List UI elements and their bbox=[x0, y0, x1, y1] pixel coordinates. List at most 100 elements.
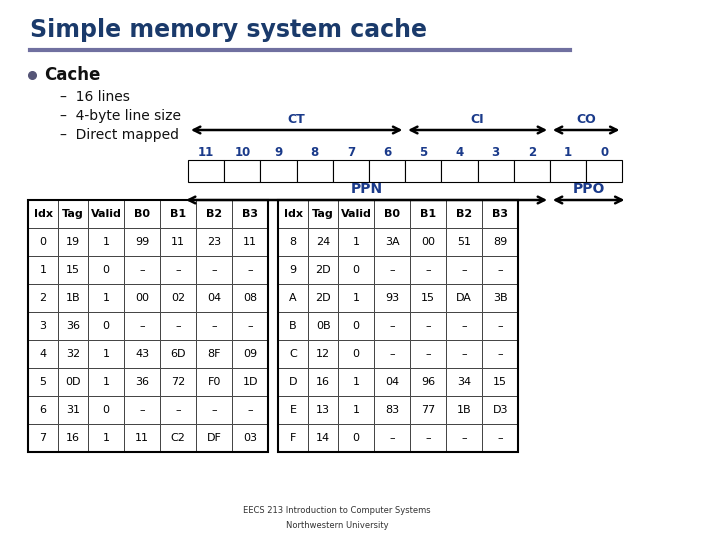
Bar bbox=[338, 284, 374, 312]
Text: Tag: Tag bbox=[62, 209, 84, 219]
Bar bbox=[124, 200, 160, 228]
Text: DA: DA bbox=[456, 293, 472, 303]
Bar bbox=[232, 312, 268, 340]
Text: 8: 8 bbox=[289, 237, 297, 247]
Bar bbox=[446, 424, 482, 452]
Bar bbox=[28, 228, 58, 256]
Text: 03: 03 bbox=[243, 433, 257, 443]
Text: 3: 3 bbox=[40, 321, 47, 331]
Text: 11: 11 bbox=[135, 433, 149, 443]
Text: 9: 9 bbox=[274, 145, 283, 159]
Text: 15: 15 bbox=[421, 293, 435, 303]
Bar bbox=[28, 368, 58, 396]
Text: A: A bbox=[289, 293, 297, 303]
Text: 6: 6 bbox=[40, 405, 47, 415]
Bar bbox=[278, 340, 308, 368]
Bar bbox=[196, 396, 232, 424]
Text: 33: 33 bbox=[688, 503, 707, 517]
Bar bbox=[586, 160, 622, 182]
Bar bbox=[196, 228, 232, 256]
Bar bbox=[160, 424, 196, 452]
Text: 6: 6 bbox=[383, 145, 391, 159]
Text: 77: 77 bbox=[421, 405, 436, 415]
Text: –: – bbox=[248, 405, 253, 415]
Text: –: – bbox=[462, 349, 467, 359]
Text: 8: 8 bbox=[310, 145, 319, 159]
Text: –: – bbox=[175, 265, 181, 275]
Bar bbox=[58, 284, 88, 312]
Text: 34: 34 bbox=[457, 377, 472, 387]
Bar bbox=[188, 160, 225, 182]
Bar bbox=[308, 368, 338, 396]
Text: –: – bbox=[139, 321, 145, 331]
Bar bbox=[58, 200, 88, 228]
Bar bbox=[160, 396, 196, 424]
Text: 2D: 2D bbox=[315, 293, 331, 303]
Bar bbox=[88, 340, 124, 368]
Text: 1: 1 bbox=[353, 237, 360, 247]
Bar bbox=[261, 160, 297, 182]
Text: 1: 1 bbox=[102, 237, 109, 247]
Bar bbox=[58, 396, 88, 424]
Bar bbox=[28, 396, 58, 424]
Text: 2: 2 bbox=[40, 293, 47, 303]
Text: Simple memory system cache: Simple memory system cache bbox=[30, 18, 427, 42]
Bar bbox=[58, 424, 88, 452]
Bar bbox=[308, 228, 338, 256]
Bar bbox=[410, 340, 446, 368]
Text: Valid: Valid bbox=[341, 209, 372, 219]
Bar bbox=[374, 396, 410, 424]
Text: –: – bbox=[248, 265, 253, 275]
Text: 1: 1 bbox=[564, 145, 572, 159]
Bar bbox=[278, 200, 518, 452]
Text: 0D: 0D bbox=[66, 377, 81, 387]
Text: 08: 08 bbox=[243, 293, 257, 303]
Bar bbox=[308, 256, 338, 284]
Bar bbox=[482, 396, 518, 424]
Text: B1: B1 bbox=[170, 209, 186, 219]
Text: 1: 1 bbox=[102, 433, 109, 443]
Text: –: – bbox=[426, 349, 431, 359]
Bar bbox=[514, 160, 550, 182]
Bar bbox=[196, 340, 232, 368]
Text: 2D: 2D bbox=[315, 265, 331, 275]
Bar bbox=[225, 160, 261, 182]
Bar bbox=[374, 368, 410, 396]
Text: –: – bbox=[139, 265, 145, 275]
Text: 5: 5 bbox=[40, 377, 47, 387]
Bar bbox=[278, 200, 308, 228]
Text: 4: 4 bbox=[455, 145, 464, 159]
Bar bbox=[58, 228, 88, 256]
Bar bbox=[338, 228, 374, 256]
Text: 19: 19 bbox=[66, 237, 80, 247]
Text: 16: 16 bbox=[316, 377, 330, 387]
Text: 00: 00 bbox=[135, 293, 149, 303]
Text: 1: 1 bbox=[102, 349, 109, 359]
Bar bbox=[369, 160, 405, 182]
Bar bbox=[374, 200, 410, 228]
Bar bbox=[196, 312, 232, 340]
Bar bbox=[410, 228, 446, 256]
Text: –: – bbox=[462, 433, 467, 443]
Text: 0: 0 bbox=[353, 265, 360, 275]
Bar bbox=[160, 368, 196, 396]
Bar bbox=[160, 228, 196, 256]
Text: –: – bbox=[211, 265, 217, 275]
Text: 14: 14 bbox=[316, 433, 330, 443]
Text: –: – bbox=[498, 321, 503, 331]
Bar bbox=[124, 256, 160, 284]
Bar bbox=[88, 200, 124, 228]
Text: B1: B1 bbox=[420, 209, 436, 219]
Bar bbox=[58, 256, 88, 284]
Text: 0: 0 bbox=[40, 237, 47, 247]
Text: 2: 2 bbox=[528, 145, 536, 159]
Bar bbox=[446, 368, 482, 396]
Bar bbox=[160, 200, 196, 228]
Text: 36: 36 bbox=[66, 321, 80, 331]
Text: –: – bbox=[211, 321, 217, 331]
Text: –  4-byte line size: – 4-byte line size bbox=[60, 109, 181, 123]
Bar bbox=[28, 200, 268, 452]
Bar bbox=[338, 424, 374, 452]
Text: 0: 0 bbox=[102, 321, 109, 331]
Text: 1: 1 bbox=[102, 293, 109, 303]
